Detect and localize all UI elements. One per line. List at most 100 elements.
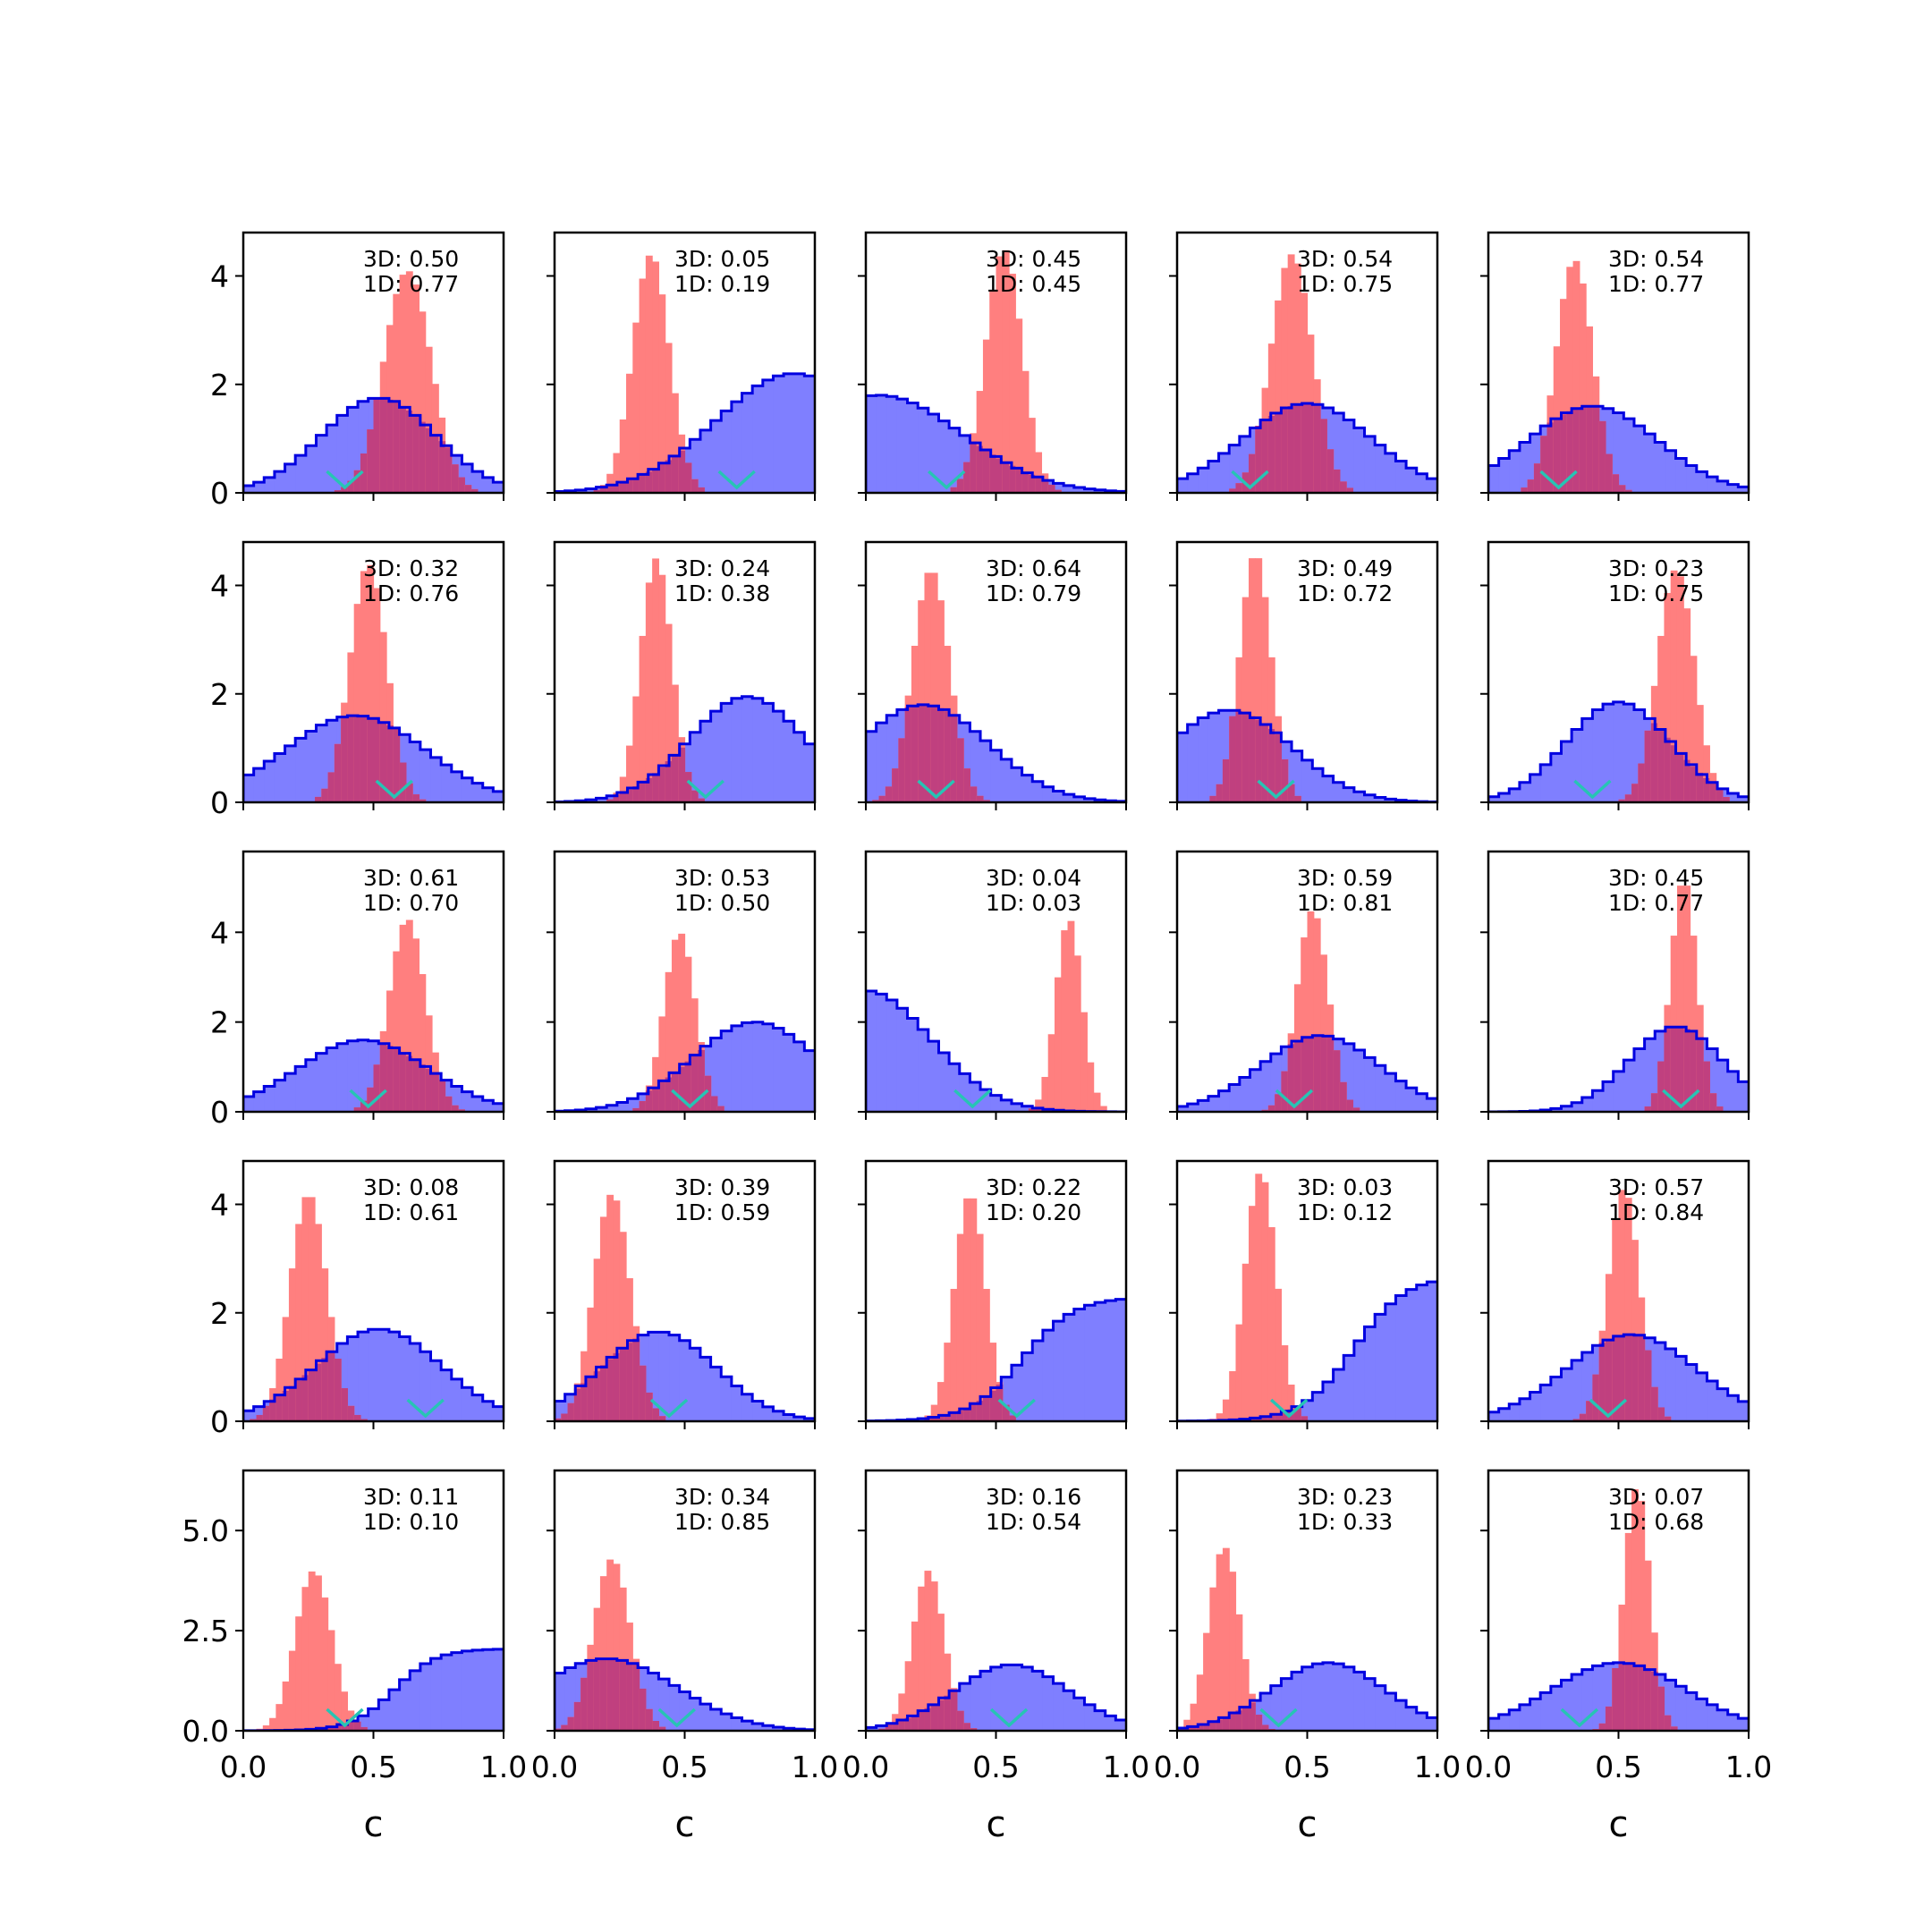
overlap-bar bbox=[1326, 449, 1335, 493]
overlap-bar bbox=[399, 405, 407, 493]
blue-bar bbox=[1509, 788, 1521, 802]
blue-bar bbox=[1385, 1073, 1397, 1112]
x-tick-label: 0.0 bbox=[220, 1750, 267, 1784]
annotation-text: 1D: 0.70 bbox=[363, 890, 459, 916]
overlap-bar bbox=[645, 1708, 653, 1731]
overlap-bar bbox=[256, 1414, 264, 1421]
annotation-text: 3D: 0.45 bbox=[1608, 865, 1704, 891]
red-bar bbox=[282, 1317, 290, 1421]
blue-bar bbox=[1364, 1326, 1376, 1421]
overlap-bar bbox=[911, 705, 919, 802]
blue-bar bbox=[1333, 1664, 1344, 1731]
red-bar bbox=[288, 1650, 296, 1731]
overlap-bar bbox=[1235, 1710, 1243, 1731]
blue-bar bbox=[1187, 724, 1199, 802]
overlap-bar bbox=[956, 1710, 964, 1731]
blue-bar bbox=[949, 1063, 961, 1112]
blue-bar bbox=[482, 1401, 494, 1421]
blue-bar bbox=[1561, 741, 1572, 802]
overlap-bar bbox=[373, 1064, 381, 1112]
blue-bar bbox=[1042, 786, 1055, 802]
red-bar bbox=[1216, 1413, 1224, 1421]
red-bar bbox=[262, 1725, 270, 1731]
blue-bar bbox=[606, 1105, 618, 1112]
blue-bar bbox=[316, 1053, 327, 1112]
overlap-bar bbox=[930, 1704, 938, 1731]
blue-bar bbox=[1177, 733, 1189, 802]
blue-bar bbox=[1053, 791, 1064, 802]
blue-bar bbox=[1498, 458, 1510, 493]
overlap-bar bbox=[1054, 489, 1062, 493]
overlap-bar bbox=[619, 1347, 627, 1421]
overlap-bar bbox=[996, 458, 1004, 493]
red-bar bbox=[1222, 1547, 1230, 1731]
overlap-bar bbox=[341, 1388, 348, 1421]
blue-bar bbox=[793, 373, 805, 493]
annotation-text: 1D: 0.61 bbox=[363, 1199, 459, 1225]
blue-bar bbox=[441, 1655, 453, 1731]
blue-bar bbox=[1550, 753, 1563, 802]
overlap-bar bbox=[1716, 1106, 1724, 1112]
red-bar bbox=[652, 261, 659, 493]
blue-bar bbox=[1385, 1693, 1397, 1731]
blue-bar bbox=[1353, 428, 1366, 493]
overlap-bar bbox=[704, 1075, 712, 1112]
red-bar bbox=[399, 924, 407, 1112]
blue-bar bbox=[472, 1649, 484, 1731]
overlap-bar bbox=[678, 1066, 686, 1112]
overlap-bar bbox=[691, 479, 699, 493]
overlap-bar bbox=[573, 1388, 581, 1421]
overlap-bar bbox=[645, 1392, 653, 1421]
overlap-bar bbox=[613, 794, 621, 802]
y-tick-label: 0 bbox=[210, 1404, 229, 1439]
blue-bar bbox=[1427, 1717, 1437, 1731]
blue-bar bbox=[378, 1699, 390, 1731]
blue-bar bbox=[876, 723, 887, 802]
blue-bar bbox=[741, 696, 753, 802]
blue-bar bbox=[1572, 729, 1583, 802]
blue-bar bbox=[1084, 798, 1096, 802]
overlap-bar bbox=[1320, 419, 1327, 493]
blue-bar bbox=[1416, 1713, 1428, 1731]
blue-bar bbox=[793, 732, 805, 802]
red-bar bbox=[626, 745, 633, 802]
marker-icon bbox=[1589, 1398, 1628, 1419]
blue-bar bbox=[358, 1332, 369, 1421]
blue-bar bbox=[1498, 1714, 1510, 1731]
blue-step-line bbox=[243, 714, 504, 802]
overlap-bar bbox=[561, 1724, 569, 1731]
blue-bar bbox=[928, 1041, 940, 1112]
blue-bar bbox=[1312, 768, 1324, 802]
overlap-bar bbox=[671, 455, 679, 493]
overlap-bar bbox=[1249, 716, 1256, 802]
blue-bar bbox=[1353, 1340, 1366, 1421]
blue-step-line bbox=[555, 1021, 815, 1112]
overlap-bar bbox=[1267, 416, 1275, 493]
overlap-bar bbox=[970, 786, 978, 802]
red-bar bbox=[1664, 592, 1672, 802]
red-bar bbox=[393, 951, 401, 1112]
overlap-bar bbox=[652, 773, 659, 802]
x-axis-label: c bbox=[364, 1804, 384, 1845]
overlap-bar bbox=[445, 447, 453, 493]
blue-bar bbox=[1675, 1356, 1687, 1421]
red-bar bbox=[275, 1704, 284, 1731]
blue-bar bbox=[555, 1673, 566, 1731]
overlap-bar bbox=[567, 1402, 575, 1421]
blue-bar bbox=[762, 1023, 775, 1112]
red-bar bbox=[321, 1268, 329, 1421]
overlap-bar bbox=[1241, 1707, 1250, 1731]
red-bar bbox=[1638, 1501, 1646, 1731]
overlap-bar bbox=[412, 794, 420, 802]
overlap-bar bbox=[698, 798, 705, 802]
blue-bar bbox=[1561, 1106, 1572, 1112]
blue-bar bbox=[690, 1348, 701, 1421]
red-bar bbox=[918, 1586, 926, 1731]
overlap-bar bbox=[412, 415, 420, 493]
red-bar bbox=[1028, 418, 1036, 493]
blue-bar bbox=[1343, 419, 1355, 493]
overlap-bar bbox=[970, 1404, 978, 1421]
overlap-bar bbox=[613, 1352, 621, 1421]
